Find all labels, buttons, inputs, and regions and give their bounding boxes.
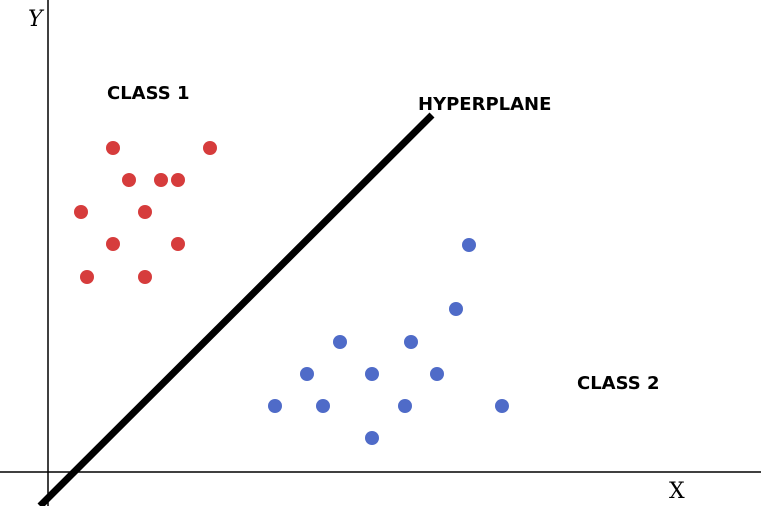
class-2-point [268, 399, 282, 413]
class-1-point [106, 237, 120, 251]
class-1-point [171, 237, 185, 251]
class-1-point [106, 141, 120, 155]
class-2-point [316, 399, 330, 413]
class-2-point [300, 367, 314, 381]
class-1-point [171, 173, 185, 187]
class-1-point [203, 141, 217, 155]
class-2-point [449, 302, 463, 316]
class-1-point [154, 173, 168, 187]
hyperplane-line [37, 112, 435, 506]
y-axis-label: Y [28, 7, 45, 32]
class-1-point [138, 270, 152, 284]
class-2-point [365, 367, 379, 381]
class-1-point [80, 270, 94, 284]
class-2-point [333, 335, 347, 349]
class-2-label: CLASS 2 [577, 373, 660, 394]
class-2-point [398, 399, 412, 413]
class-1-point [74, 205, 88, 219]
class-2-point [404, 335, 418, 349]
class-1-point [138, 205, 152, 219]
x-axis-label: X [669, 479, 685, 504]
class-2-point [462, 238, 476, 252]
hyperplane-label: HYPERPLANE [418, 94, 551, 115]
class-1-point [122, 173, 136, 187]
class-1-label: CLASS 1 [107, 83, 190, 104]
class-2-point [495, 399, 509, 413]
points [74, 141, 509, 445]
class-2-point [365, 431, 379, 445]
class-2-point [430, 367, 444, 381]
